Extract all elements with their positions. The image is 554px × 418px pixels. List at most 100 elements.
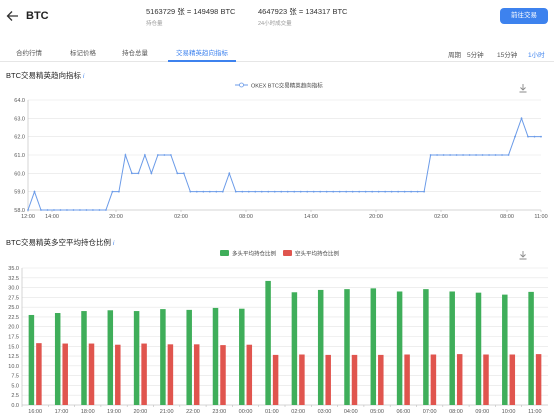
y-tick-label: 22.5 (8, 315, 19, 321)
data-point (423, 190, 426, 193)
bar-short (430, 354, 437, 405)
volume-value: 4647923 张 = 134317 BTC (258, 7, 348, 16)
bar-short (535, 354, 542, 405)
x-tick-label: 10:00 (502, 409, 516, 415)
data-point (416, 190, 419, 193)
x-tick-label: 06:00 (396, 409, 410, 415)
bar-short (299, 354, 305, 405)
data-point (455, 154, 458, 156)
data-point (150, 172, 153, 175)
info-icon[interactable]: i (113, 241, 115, 247)
x-tick-label: 11:00 (528, 409, 541, 415)
bar-short (483, 354, 489, 405)
chart2-title: BTC交易精英多空平均持仓比例 i (6, 237, 114, 248)
data-point (273, 190, 276, 193)
data-point (66, 209, 68, 211)
data-point (299, 190, 302, 193)
volume-stat: 4647923 张 = 134317 BTC 24小时成交量 (258, 6, 347, 27)
trade-button[interactable]: 前往交易 (500, 8, 548, 24)
bar-short (141, 343, 147, 405)
data-point (345, 190, 348, 193)
chart1-title-text: BTC交易精英趋向指标 (6, 71, 81, 80)
y-tick-label: 15.0 (8, 344, 19, 350)
data-point (169, 154, 172, 156)
tab-contract-market[interactable]: 合约行情 (16, 50, 42, 57)
data-point (195, 190, 198, 193)
period-5min[interactable]: 5分钟 (467, 52, 484, 59)
legend-long-swatch (220, 250, 229, 256)
data-point (494, 154, 497, 156)
data-point (124, 154, 127, 156)
data-point (280, 190, 283, 193)
period-1hour[interactable]: 1小时 (528, 52, 545, 59)
bar-long (396, 291, 403, 405)
bar-short (62, 343, 68, 405)
data-point (33, 190, 36, 193)
x-tick-label: 07:00 (423, 409, 437, 415)
data-point (410, 190, 413, 193)
bar-short (220, 345, 226, 405)
data-point (286, 190, 289, 193)
bar-long (28, 314, 35, 405)
legend-label: OKEX BTC交易精英趋向指标 (251, 82, 323, 90)
bar-short (36, 343, 42, 405)
data-point (319, 190, 322, 193)
y-tick-label: 25.0 (8, 305, 19, 311)
bar-long (81, 311, 87, 405)
data-point (137, 172, 140, 175)
y-tick-label: 2.5 (11, 393, 19, 399)
y-tick-label: 60.0 (14, 171, 25, 177)
data-point (143, 154, 146, 156)
data-point (442, 154, 445, 156)
bar-long (54, 313, 61, 405)
data-point (189, 190, 192, 193)
legend-short-swatch (283, 250, 292, 256)
bar-long (212, 307, 219, 405)
data-point (429, 154, 432, 156)
data-point (488, 154, 490, 156)
bar-short (272, 354, 279, 405)
y-tick-label: 59.0 (14, 190, 25, 196)
y-tick-label: 58.0 (14, 208, 25, 214)
y-tick-label: 5.0 (11, 383, 19, 389)
data-point (221, 190, 224, 193)
back-arrow-icon[interactable] (6, 9, 20, 23)
data-point (501, 154, 503, 156)
data-point (462, 154, 464, 156)
bar-short (246, 344, 253, 405)
x-tick-label: 14:00 (304, 214, 318, 220)
data-point (475, 154, 477, 156)
line-chart: OKEX BTC交易精英趋向指标 64.0 63.0 62.0 61.0 60.0 59.0… (14, 82, 547, 221)
data-point (202, 190, 205, 193)
info-icon[interactable]: i (83, 74, 85, 80)
download-icon[interactable] (518, 83, 528, 93)
tab-mark-price[interactable]: 标记价格 (70, 50, 96, 57)
bar-long (475, 292, 482, 405)
bar-long (317, 289, 324, 405)
x-tick-label: 20:00 (133, 409, 147, 415)
data-point (215, 190, 218, 193)
data-point (520, 117, 523, 120)
legend-short-label: 空头平均持仓比例 (295, 250, 340, 258)
x-tick-label: 02:00 (434, 214, 448, 220)
tab-elite-indicator[interactable]: 交易精英趋向指标 (176, 50, 228, 57)
y-tick-label: 35.0 (8, 266, 19, 272)
chart1-title: BTC交易精英趋向指标 i (6, 70, 84, 81)
bar-long (344, 289, 350, 405)
data-point (176, 172, 179, 175)
data-point (397, 190, 400, 193)
bar-long (528, 291, 534, 405)
x-tick-label: 04:00 (344, 409, 358, 415)
y-tick-label: 61.0 (14, 153, 25, 159)
x-tick-label: 14:00 (45, 214, 59, 220)
bar-short (167, 344, 174, 405)
download-icon[interactable] (518, 250, 528, 260)
volume-label: 24小时成交量 (258, 21, 292, 27)
data-point (241, 190, 244, 193)
tab-open-interest[interactable]: 持仓总量 (122, 50, 148, 57)
bar-long (370, 288, 377, 405)
data-point (182, 172, 185, 175)
data-point (59, 209, 62, 211)
period-15min[interactable]: 15分钟 (497, 52, 518, 59)
x-tick-label: 02:00 (291, 409, 305, 415)
